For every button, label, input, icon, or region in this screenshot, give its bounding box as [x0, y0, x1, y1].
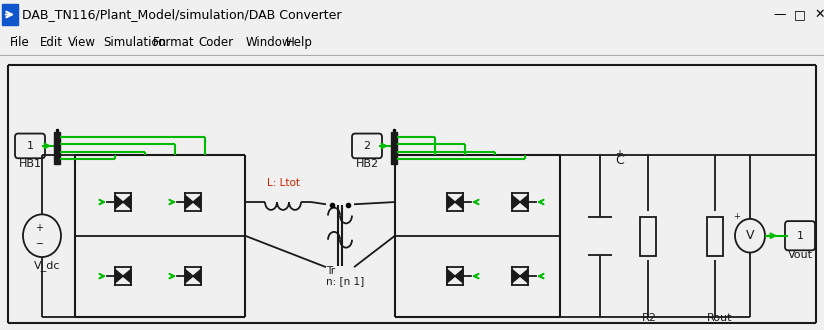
Bar — [640, 216, 656, 256]
Text: Simulation: Simulation — [103, 36, 166, 49]
Bar — [2, 4, 18, 25]
Polygon shape — [115, 269, 123, 283]
Polygon shape — [185, 269, 193, 283]
Text: V: V — [746, 229, 754, 242]
Polygon shape — [520, 195, 528, 209]
Text: Coder: Coder — [198, 36, 233, 49]
Text: V_dc: V_dc — [34, 260, 60, 271]
Polygon shape — [447, 195, 455, 209]
Text: C: C — [615, 154, 624, 167]
Text: R2: R2 — [642, 313, 657, 323]
Text: 1: 1 — [26, 141, 34, 151]
Polygon shape — [185, 195, 193, 209]
Text: HB2: HB2 — [355, 159, 378, 169]
Text: —: — — [774, 8, 786, 21]
Text: ✕: ✕ — [815, 8, 824, 21]
Bar — [54, 132, 60, 164]
Text: □: □ — [794, 8, 806, 21]
Text: Tr: Tr — [326, 266, 335, 276]
Text: Help: Help — [286, 36, 313, 49]
Text: HB1: HB1 — [18, 159, 41, 169]
Polygon shape — [123, 269, 131, 283]
Text: L: Ltot: L: Ltot — [267, 178, 300, 188]
Text: Window: Window — [246, 36, 293, 49]
Polygon shape — [115, 195, 123, 209]
Text: 2: 2 — [363, 141, 371, 151]
Text: Edit: Edit — [40, 36, 63, 49]
Bar — [707, 216, 723, 256]
Text: n: [n 1]: n: [n 1] — [326, 276, 364, 286]
Polygon shape — [123, 195, 131, 209]
Text: File: File — [10, 36, 30, 49]
Text: 1: 1 — [797, 231, 803, 241]
Text: +: + — [733, 212, 740, 221]
Polygon shape — [455, 195, 463, 209]
Text: Format: Format — [153, 36, 194, 49]
Polygon shape — [193, 195, 201, 209]
Text: +: + — [615, 149, 623, 159]
Text: DAB_TN116/Plant_Model/simulation/DAB Converter: DAB_TN116/Plant_Model/simulation/DAB Con… — [22, 8, 341, 21]
Text: Vout: Vout — [788, 250, 812, 260]
Polygon shape — [193, 269, 201, 283]
Text: Rout: Rout — [707, 313, 733, 323]
Polygon shape — [520, 269, 528, 283]
Bar — [391, 132, 397, 164]
Text: +: + — [35, 223, 43, 233]
Polygon shape — [512, 195, 520, 209]
Text: View: View — [68, 36, 96, 49]
Polygon shape — [455, 269, 463, 283]
Polygon shape — [512, 269, 520, 283]
Text: ─: ─ — [36, 239, 42, 248]
Polygon shape — [447, 269, 455, 283]
